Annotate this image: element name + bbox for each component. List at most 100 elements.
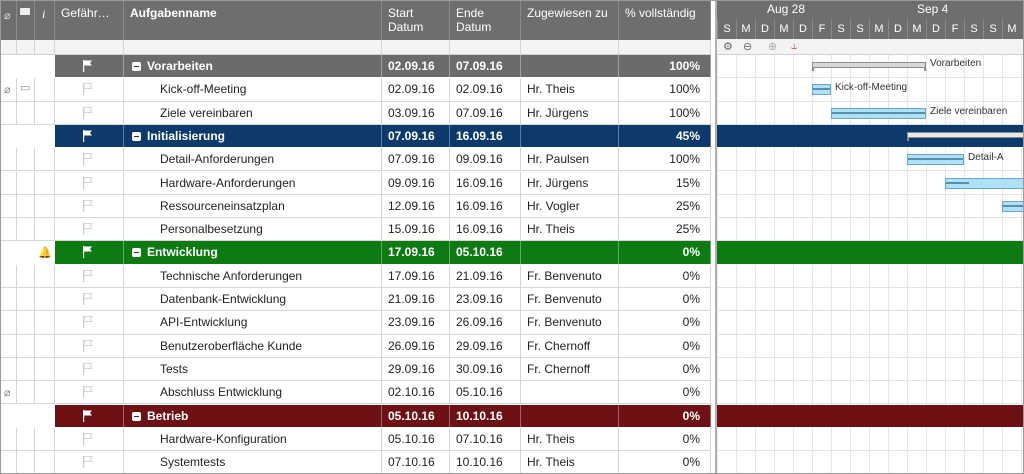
table-row[interactable]: Systemtests 07.10.16 10.10.16 Hr. Theis 0% <box>1 451 711 473</box>
table-row[interactable]: Hardware-Anforderungen 09.09.16 16.09.16 Hr… <box>1 171 711 195</box>
info-indicator-cell[interactable] <box>35 404 55 427</box>
paperclip-icon[interactable]: ⌀ <box>4 387 11 400</box>
pct-cell[interactable]: 0% <box>619 264 711 287</box>
attach-indicator-cell[interactable] <box>1 357 17 381</box>
comment-indicator-cell[interactable]: ▭ <box>17 78 35 101</box>
percent-complete-column-header[interactable]: % vollständig <box>619 1 711 40</box>
start-cell[interactable]: 12.09.16 <box>382 194 450 218</box>
table-row[interactable]: Tests 29.09.16 30.09.16 Fr. Chernoff 0% <box>1 357 711 382</box>
name-cell[interactable]: Ziele vereinbaren <box>124 101 382 124</box>
table-row[interactable]: Hardware-Konfiguration 05.10.16 07.10.16 Hr… <box>1 427 711 452</box>
risk-flag-cell[interactable] <box>55 311 124 334</box>
flag-icon[interactable] <box>83 409 93 422</box>
comment-indicator-cell[interactable] <box>17 334 35 357</box>
flag-icon[interactable] <box>83 432 93 445</box>
name-cell[interactable]: Hardware-Anforderungen <box>124 171 382 194</box>
risk-flag-cell[interactable] <box>55 357 124 381</box>
flag-icon[interactable] <box>83 456 93 469</box>
comment-indicator-cell[interactable] <box>17 124 35 148</box>
info-indicator-cell[interactable] <box>35 171 55 194</box>
gantt-task-bar[interactable] <box>907 154 964 166</box>
name-cell[interactable]: Vorarbeiten <box>124 55 382 78</box>
attach-indicator-cell[interactable] <box>1 334 17 357</box>
end-cell[interactable]: 02.09.16 <box>450 78 521 101</box>
info-indicator-cell[interactable] <box>35 288 55 311</box>
pct-cell[interactable]: 45% <box>619 124 711 148</box>
flag-icon[interactable] <box>83 269 93 282</box>
end-cell[interactable]: 16.09.16 <box>450 171 521 194</box>
flag-icon[interactable] <box>83 362 93 375</box>
flag-icon[interactable] <box>83 129 93 142</box>
start-cell[interactable]: 05.10.16 <box>382 404 450 427</box>
table-row[interactable]: Technische Anforderungen 17.09.16 21.09.16… <box>1 264 711 288</box>
risk-flag-cell[interactable] <box>55 55 124 78</box>
task-name-column-header[interactable]: Aufgabenname <box>124 1 382 40</box>
pct-cell[interactable]: 100% <box>619 78 711 101</box>
assigned-cell[interactable]: Hr. Jürgens <box>521 171 619 194</box>
info-indicator-cell[interactable] <box>35 334 55 357</box>
end-cell[interactable]: 05.10.16 <box>450 241 521 264</box>
comment-indicator-cell[interactable] <box>17 148 35 171</box>
assigned-cell[interactable] <box>521 404 619 427</box>
assigned-cell[interactable]: Fr. Chernoff <box>521 357 619 381</box>
pct-cell[interactable]: 15% <box>619 171 711 194</box>
group-row[interactable]: Betrieb 05.10.16 10.10.16 0% <box>1 404 711 428</box>
start-date-column-header[interactable]: Start Datum <box>382 1 450 40</box>
name-cell[interactable]: Abschluss Entwicklung <box>124 381 382 404</box>
assigned-cell[interactable] <box>521 381 619 404</box>
name-cell[interactable]: Betrieb <box>124 404 382 427</box>
info-indicator-cell[interactable] <box>35 194 55 218</box>
flag-icon[interactable] <box>83 176 93 189</box>
start-cell[interactable]: 17.09.16 <box>382 241 450 264</box>
comment-indicator-cell[interactable] <box>17 404 35 427</box>
risk-flag-cell[interactable] <box>55 241 124 264</box>
pct-cell[interactable]: 0% <box>619 311 711 334</box>
comments-column-header[interactable] <box>17 1 35 40</box>
risk-flag-cell[interactable] <box>55 451 124 473</box>
attach-indicator-cell[interactable] <box>1 427 17 451</box>
end-cell[interactable]: 30.09.16 <box>450 357 521 381</box>
name-cell[interactable]: API-Entwicklung <box>124 311 382 334</box>
assigned-cell[interactable]: Hr. Theis <box>521 78 619 101</box>
comment-indicator-cell[interactable] <box>17 357 35 381</box>
collapse-icon[interactable] <box>132 62 141 71</box>
attach-indicator-cell[interactable]: ⌀ <box>1 381 17 404</box>
name-cell[interactable]: Datenbank-Entwicklung <box>124 288 382 311</box>
risk-flag-cell[interactable] <box>55 171 124 194</box>
pct-cell[interactable]: 0% <box>619 357 711 381</box>
risk-flag-cell[interactable] <box>55 194 124 218</box>
attach-indicator-cell[interactable] <box>1 451 17 473</box>
table-row[interactable]: Ressourceneinsatzplan 12.09.16 16.09.16 Hr.… <box>1 194 711 219</box>
collapse-icon[interactable] <box>132 248 141 258</box>
table-row[interactable]: Personalbesetzung 15.09.16 16.09.16 Hr. The… <box>1 218 711 242</box>
attach-indicator-cell[interactable] <box>1 101 17 124</box>
name-cell[interactable]: Ressourceneinsatzplan <box>124 194 382 218</box>
table-row[interactable]: Detail-Anforderungen 07.09.16 09.09.16 Hr. … <box>1 148 711 172</box>
end-cell[interactable]: 10.10.16 <box>450 404 521 427</box>
table-row[interactable]: API-Entwicklung 23.09.16 26.09.16 Fr. Benve… <box>1 311 711 335</box>
flag-icon[interactable] <box>83 223 93 236</box>
comment-indicator-cell[interactable] <box>17 451 35 473</box>
pct-cell[interactable]: 25% <box>619 194 711 218</box>
pct-cell[interactable]: 100% <box>619 55 711 78</box>
flag-icon[interactable] <box>83 293 93 305</box>
name-cell[interactable]: Systemtests <box>124 451 382 473</box>
name-cell[interactable]: Tests <box>124 357 382 381</box>
end-cell[interactable]: 16.09.16 <box>450 124 521 148</box>
group-row[interactable]: Vorarbeiten 02.09.16 07.09.16 100% <box>1 55 711 79</box>
flag-icon[interactable] <box>83 83 93 96</box>
start-cell[interactable]: 29.09.16 <box>382 357 450 381</box>
collapse-icon[interactable] <box>132 411 141 421</box>
attach-indicator-cell[interactable] <box>1 171 17 194</box>
flag-icon[interactable] <box>83 199 93 212</box>
zoom-in-icon[interactable]: ⊕ <box>768 41 778 53</box>
comment-indicator-cell[interactable] <box>17 311 35 334</box>
gantt-task-bar[interactable] <box>831 107 926 119</box>
comment-indicator-cell[interactable] <box>17 241 35 264</box>
attach-indicator-cell[interactable] <box>1 288 17 311</box>
info-indicator-cell[interactable] <box>35 101 55 124</box>
end-cell[interactable]: 09.09.16 <box>450 148 521 171</box>
flag-icon[interactable] <box>83 386 93 399</box>
start-cell[interactable]: 17.09.16 <box>382 264 450 287</box>
pct-cell[interactable]: 0% <box>619 427 711 451</box>
